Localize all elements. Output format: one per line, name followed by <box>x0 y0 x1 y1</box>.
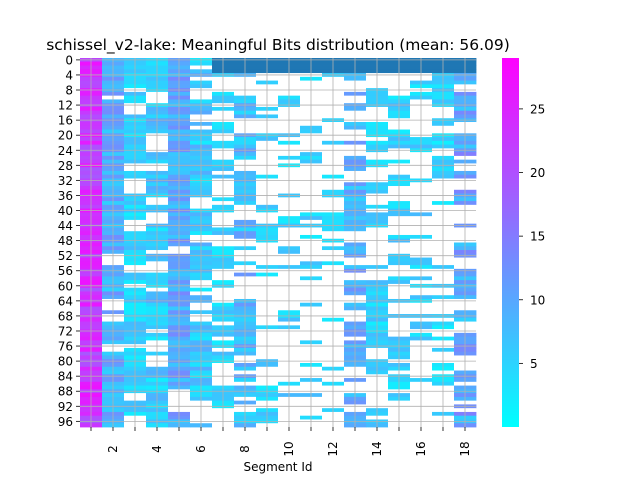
colorbar-tick-label: 5 <box>530 357 538 371</box>
heatmap-cells <box>80 58 477 428</box>
y-tick-label: 4 <box>65 68 73 82</box>
y-tick-label: 56 <box>58 264 73 278</box>
colorbar-tick-label: 15 <box>530 230 545 244</box>
chart-title: schissel_v2-lake: Meaningful Bits distri… <box>46 36 510 55</box>
x-tick-label: 16 <box>414 441 428 456</box>
y-tick-label: 48 <box>58 234 73 248</box>
x-axis-ticks: 2 4 6 8 10 12 14 16 18 <box>90 427 472 457</box>
colorbar <box>502 58 519 427</box>
x-tick-label: 18 <box>458 441 472 456</box>
y-tick-label: 72 <box>58 324 73 338</box>
x-tick-label: 10 <box>282 441 296 456</box>
y-tick-label: 16 <box>58 114 73 128</box>
grid-lines <box>80 58 476 427</box>
x-tick-label: 6 <box>194 445 208 453</box>
y-tick-label: 12 <box>58 99 73 113</box>
y-tick-label: 28 <box>58 159 73 173</box>
y-tick-label: 60 <box>58 279 73 293</box>
y-tick-label: 84 <box>58 370 73 384</box>
y-tick-label: 8 <box>65 84 73 98</box>
y-tick-label: 92 <box>58 400 73 414</box>
y-tick-label: 24 <box>58 144 73 158</box>
y-tick-label: 0 <box>65 53 73 67</box>
y-axis-ticks: 0481216202428323640444852566064687276808… <box>58 53 80 429</box>
x-tick-label: 2 <box>106 445 120 453</box>
colorbar-gradient <box>502 58 519 427</box>
y-tick-label: 80 <box>58 355 73 369</box>
y-tick-label: 44 <box>58 219 73 233</box>
y-tick-label: 96 <box>58 415 73 429</box>
x-tick-label: 4 <box>150 445 164 453</box>
y-tick-label: 52 <box>58 249 73 263</box>
colorbar-tick-label: 25 <box>530 102 545 116</box>
y-tick-label: 76 <box>58 340 73 354</box>
y-tick-label: 64 <box>58 294 73 308</box>
y-tick-label: 40 <box>58 204 73 218</box>
x-tick-label: 8 <box>238 445 252 453</box>
x-tick-label: 12 <box>326 441 340 456</box>
x-tick-label: 14 <box>370 441 384 456</box>
y-tick-label: 68 <box>58 309 73 323</box>
y-tick-label: 36 <box>58 189 73 203</box>
x-axis-label: Segment Id <box>244 460 313 474</box>
y-tick-label: 20 <box>58 129 73 143</box>
colorbar-tick-label: 20 <box>530 166 545 180</box>
colorbar-tick-label: 10 <box>530 293 545 307</box>
y-tick-label: 32 <box>58 174 73 188</box>
y-tick-label: 88 <box>58 385 73 399</box>
colorbar-ticks: 5 10 15 20 25 <box>519 102 545 371</box>
